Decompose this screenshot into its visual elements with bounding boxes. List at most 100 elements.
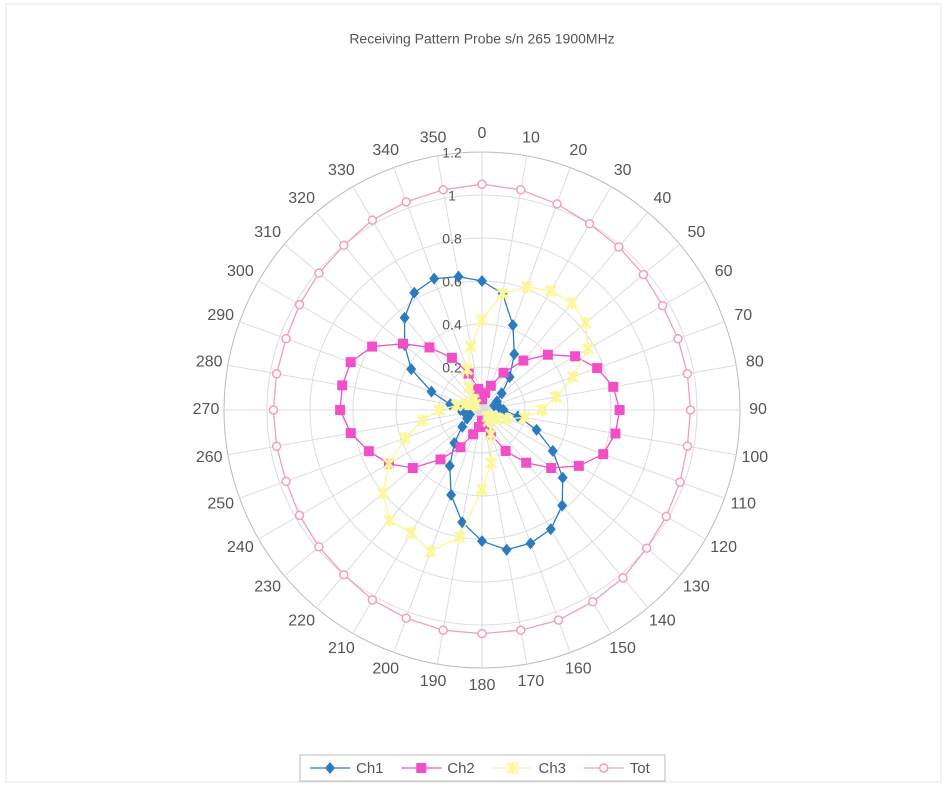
legend-marker	[325, 762, 335, 774]
marker	[467, 394, 480, 407]
marker	[546, 463, 557, 474]
marker	[345, 357, 356, 368]
angle-label: 0	[478, 125, 487, 142]
marker	[438, 185, 448, 195]
marker	[446, 352, 457, 363]
angle-label: 320	[288, 190, 315, 207]
angle-label: 300	[227, 263, 254, 280]
angle-label: 10	[522, 129, 540, 146]
angle-label: 240	[227, 539, 254, 556]
marker	[547, 444, 558, 457]
marker	[518, 355, 529, 366]
spoke	[481, 321, 725, 411]
marker	[477, 628, 487, 639]
marker	[409, 286, 420, 299]
marker	[682, 369, 693, 379]
marker	[345, 428, 356, 439]
marker	[573, 460, 584, 471]
marker	[516, 185, 526, 195]
legend-marker	[416, 763, 427, 773]
angle-label: 110	[731, 496, 757, 513]
marker	[404, 526, 418, 539]
marker	[500, 412, 513, 425]
marker	[498, 367, 509, 378]
angle-label: 30	[614, 162, 632, 179]
spoke	[239, 409, 483, 499]
angle-label: 40	[653, 190, 671, 207]
marker	[367, 595, 378, 605]
marker	[579, 316, 592, 329]
marker	[401, 197, 412, 207]
marker	[339, 569, 349, 580]
angle-label: 130	[683, 579, 710, 596]
angle-label: 180	[469, 677, 496, 694]
marker	[565, 296, 578, 310]
angle-label: 190	[420, 673, 447, 690]
legend-marker	[506, 761, 519, 775]
marker	[399, 431, 412, 445]
marker	[416, 414, 429, 427]
angle-label: 210	[328, 640, 355, 657]
marker	[383, 514, 396, 527]
marker	[435, 454, 446, 465]
marker	[399, 311, 410, 324]
marker	[464, 340, 477, 353]
marker	[675, 477, 685, 487]
angle-label: 310	[254, 224, 281, 241]
marker	[367, 215, 378, 225]
marker	[397, 338, 408, 349]
marker	[552, 199, 562, 209]
angle-label: 90	[749, 401, 767, 418]
marker	[553, 615, 564, 625]
r-tick-label: 1	[448, 188, 456, 204]
marker	[475, 313, 489, 326]
legend-label: Ch2	[447, 760, 475, 777]
marker	[496, 287, 509, 300]
angle-label: 60	[715, 263, 733, 280]
marker	[608, 381, 619, 392]
marker	[641, 543, 652, 553]
marker	[550, 390, 563, 403]
marker	[453, 530, 466, 544]
marker	[477, 394, 487, 405]
angle-label: 260	[196, 449, 223, 466]
marker	[525, 537, 536, 550]
angle-label: 140	[649, 613, 676, 630]
angle-label: 290	[207, 307, 234, 324]
marker	[477, 275, 487, 287]
marker	[477, 179, 487, 189]
spoke	[239, 321, 483, 411]
marker	[610, 428, 621, 439]
marker	[479, 388, 490, 399]
angle-label: 250	[207, 496, 234, 513]
angle-label: 100	[741, 449, 768, 466]
marker	[479, 421, 490, 432]
marker	[520, 280, 533, 293]
angle-label: 200	[372, 661, 399, 678]
marker	[314, 268, 324, 278]
marker	[557, 471, 568, 484]
marker	[516, 625, 526, 635]
marker	[531, 423, 542, 436]
series	[335, 338, 625, 474]
marker	[463, 381, 476, 394]
marker	[475, 483, 489, 496]
legend-label: Ch1	[356, 760, 384, 777]
marker	[673, 333, 683, 344]
marker	[367, 341, 378, 352]
marker	[557, 499, 568, 512]
marker	[598, 449, 609, 460]
marker	[473, 383, 484, 394]
chart-title: Receiving Pattern Probe s/n 265 1900MHz	[349, 31, 614, 47]
marker	[339, 240, 349, 251]
marker	[496, 387, 507, 400]
angle-label: 160	[565, 661, 592, 678]
marker	[542, 349, 553, 360]
marker	[661, 511, 672, 522]
marker	[484, 428, 497, 441]
spoke	[227, 364, 483, 411]
marker	[657, 300, 668, 311]
marker	[271, 441, 282, 451]
marker	[450, 399, 463, 412]
legend-label: Ch3	[539, 760, 567, 777]
